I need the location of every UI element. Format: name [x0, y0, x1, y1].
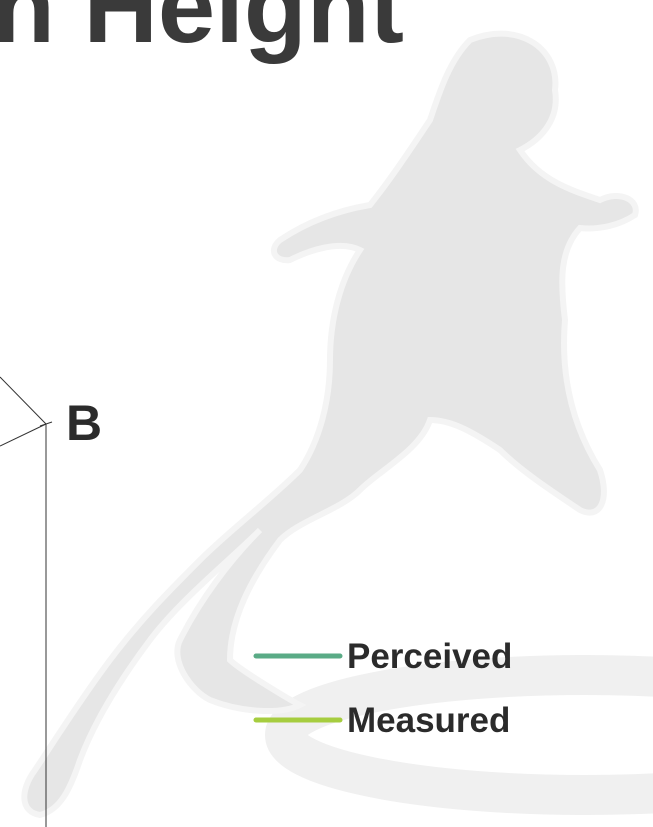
legend-label: Measured — [347, 701, 510, 740]
page: {"header": {"title": "n Height"}, "diagr… — [0, 0, 653, 827]
slide: n Height B Perceived Measured — [0, 0, 653, 827]
diagram-label: B — [66, 395, 102, 451]
runner-silhouette — [24, 34, 653, 815]
legend-label: Perceived — [347, 637, 512, 676]
slide-title: n Height — [0, 0, 404, 64]
